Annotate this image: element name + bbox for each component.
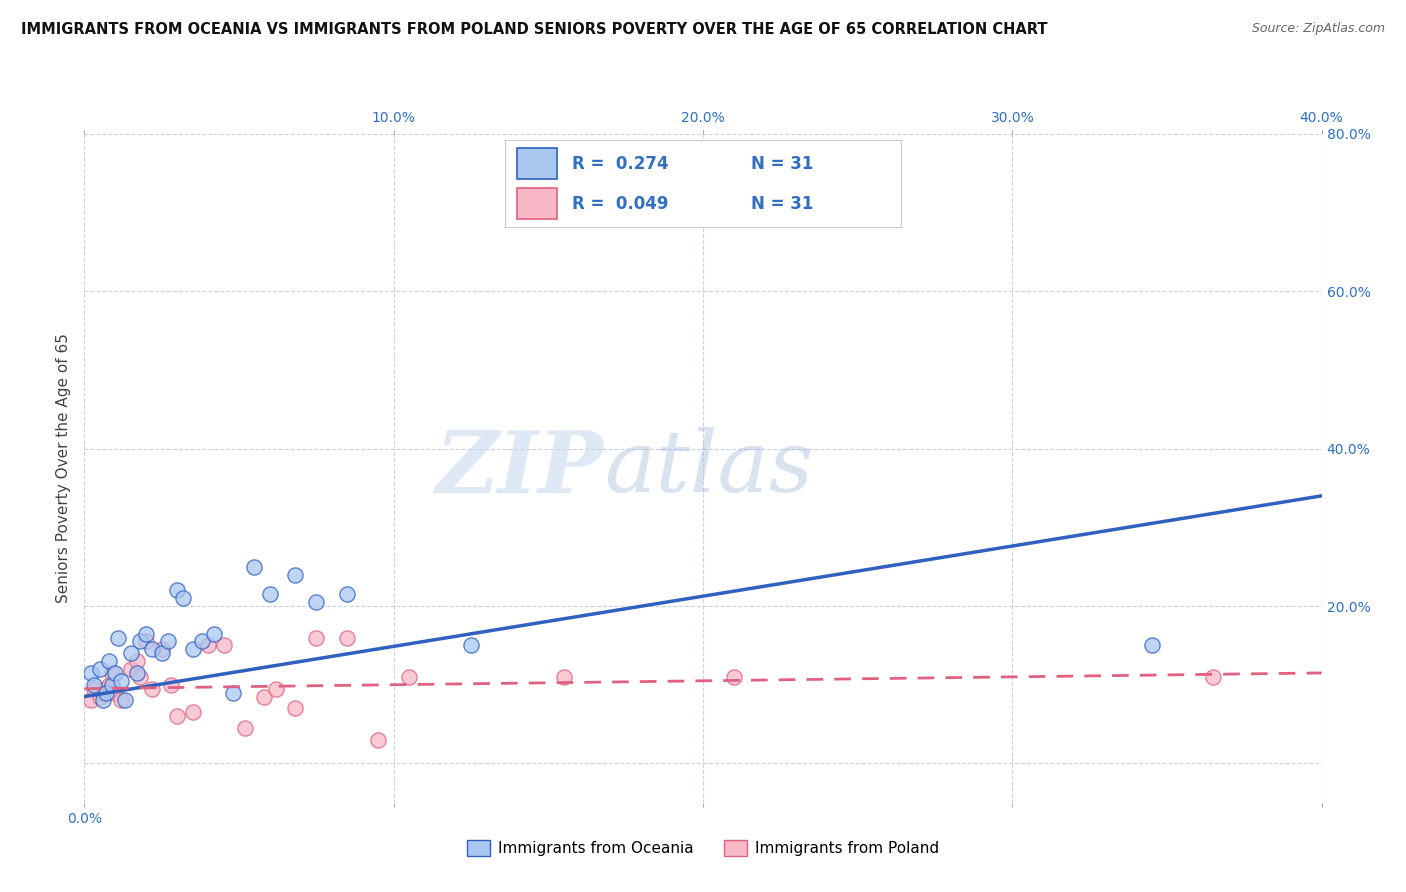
Point [83,678,105,692]
Point [1140,639,1163,653]
Point [125,654,148,668]
Point [91,685,114,699]
Point [233,721,256,735]
Point [181,706,204,720]
Point [305,631,328,645]
Point [141,642,163,657]
Point [336,587,359,601]
Point [94,681,117,696]
Point [135,626,157,640]
Point [98,678,121,692]
Point [104,665,127,680]
Point [305,595,328,609]
Point [110,693,132,707]
Point [1202,670,1225,684]
Point [107,631,129,645]
Point [243,559,266,574]
Point [460,639,482,653]
Point [101,678,124,692]
Point [79,693,101,707]
Text: atlas: atlas [605,427,813,509]
Point [135,634,157,648]
Point [94,685,117,699]
Point [120,646,142,660]
Point [172,591,194,606]
Point [101,665,124,680]
Point [212,639,235,653]
Point [197,639,219,653]
Point [120,662,142,676]
Point [156,634,179,648]
Point [104,685,127,699]
Point [553,670,575,684]
Point [125,665,148,680]
Point [114,693,136,707]
Point [284,701,307,715]
Point [141,681,163,696]
Point [191,634,214,648]
Point [150,642,173,657]
Point [110,673,132,688]
Point [264,681,287,696]
Point [723,670,745,684]
Text: Source: ZipAtlas.com: Source: ZipAtlas.com [1251,22,1385,36]
Point [398,670,420,684]
Text: IMMIGRANTS FROM OCEANIA VS IMMIGRANTS FROM POLAND SENIORS POVERTY OVER THE AGE O: IMMIGRANTS FROM OCEANIA VS IMMIGRANTS FR… [21,22,1047,37]
Point [259,587,281,601]
Point [336,631,359,645]
Point [83,681,105,696]
Text: ZIP: ZIP [436,426,605,510]
Point [253,690,276,704]
Legend: Immigrants from Oceania, Immigrants from Poland: Immigrants from Oceania, Immigrants from… [461,834,945,862]
Point [202,626,225,640]
Point [181,642,204,657]
Point [222,685,245,699]
Point [166,583,188,598]
Point [166,709,188,723]
Point [150,646,173,660]
Point [284,567,307,582]
Point [91,693,114,707]
Y-axis label: Seniors Poverty Over the Age of 65: Seniors Poverty Over the Age of 65 [56,334,72,603]
Point [79,665,101,680]
Point [367,732,389,747]
Point [160,678,183,692]
Point [89,690,111,704]
Point [89,662,111,676]
Point [129,634,152,648]
Point [129,670,152,684]
Point [98,654,121,668]
